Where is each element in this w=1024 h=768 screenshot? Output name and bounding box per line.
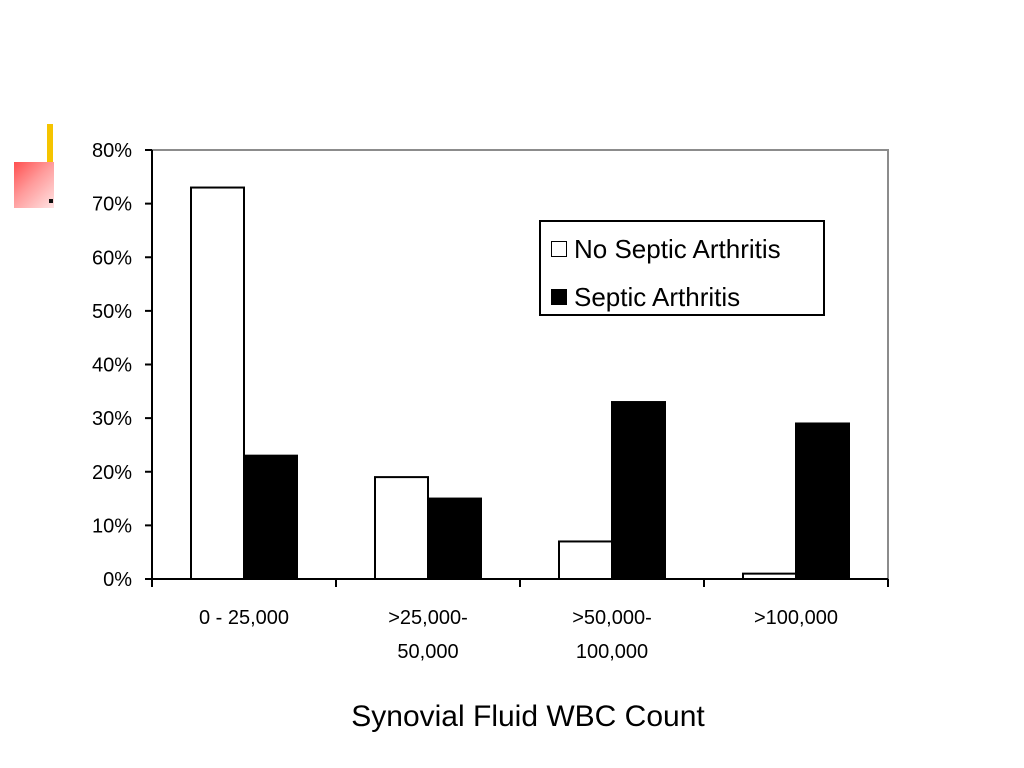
y-tick-label: 30% <box>92 408 132 430</box>
y-tick-label: 60% <box>92 247 132 269</box>
x-category-label: >50,000- <box>572 607 652 629</box>
x-axis-title: Synovial Fluid WBC Count <box>351 700 705 733</box>
legend-swatch-septic <box>551 289 567 305</box>
y-tick-label: 70% <box>92 194 132 216</box>
x-category-label: 0 - 25,000 <box>199 607 289 629</box>
bar-septic-1 <box>427 497 482 580</box>
bar-septic-2 <box>611 401 666 580</box>
legend-label-septic: Septic Arthritis <box>574 281 741 312</box>
y-tick-label: 0% <box>103 569 132 591</box>
y-tick-label: 80% <box>92 140 132 162</box>
chart-legend: No Septic Arthritis Septic Arthritis <box>539 220 825 316</box>
bar-no-septic-2 <box>558 540 613 581</box>
bar-no-septic-1 <box>374 476 429 580</box>
legend-label-no-septic: No Septic Arthritis <box>574 233 781 264</box>
x-category-label: >25,000- <box>388 607 468 629</box>
x-category-label: 50,000 <box>397 641 458 663</box>
legend-swatch-no-septic <box>551 241 567 257</box>
bar-septic-0 <box>243 454 298 581</box>
x-category-label: 100,000 <box>576 641 648 663</box>
bar-no-septic-0 <box>190 186 245 580</box>
bar-septic-3 <box>795 422 850 580</box>
y-tick-label: 50% <box>92 301 132 323</box>
y-tick-label: 40% <box>92 355 132 377</box>
legend-item-no-septic: No Septic Arthritis <box>551 234 781 264</box>
legend-item-septic: Septic Arthritis <box>551 282 740 312</box>
accent-square-red <box>14 162 54 208</box>
accent-bar-yellow <box>47 124 53 162</box>
x-category-label: >100,000 <box>754 607 838 629</box>
y-tick-label: 10% <box>92 515 132 537</box>
bullet-dot <box>49 199 53 203</box>
y-tick-label: 20% <box>92 462 132 484</box>
